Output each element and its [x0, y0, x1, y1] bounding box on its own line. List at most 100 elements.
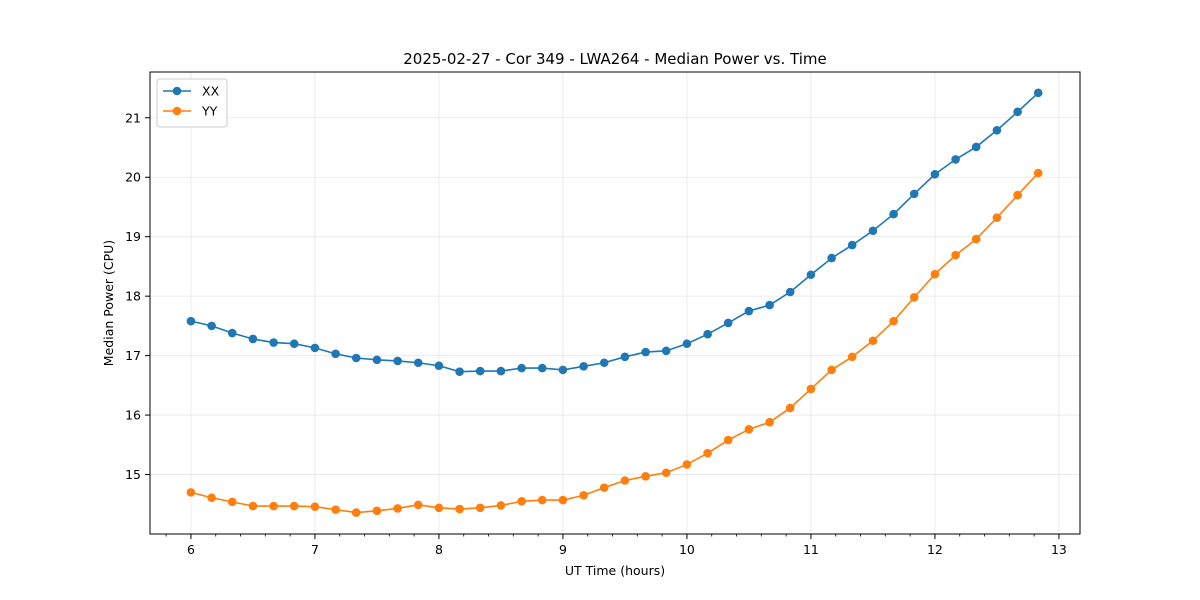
data-point-yy: [971, 234, 981, 244]
data-point-yy: [661, 468, 671, 478]
data-point-yy: [351, 508, 361, 517]
data-point-xx: [496, 366, 506, 376]
data-point-yy: [310, 502, 320, 511]
x-tick-label: 10: [679, 542, 695, 557]
y-tick-label: 18: [125, 289, 141, 304]
data-point-xx: [434, 361, 444, 371]
data-point-xx: [331, 349, 340, 359]
data-point-yy: [785, 403, 795, 413]
data-point-xx: [372, 355, 382, 365]
data-point-yy: [579, 491, 588, 500]
chart-title: 2025-02-27 - Cor 349 - LWA264 - Median P…: [403, 50, 827, 68]
data-point-xx: [248, 334, 258, 344]
series-yy: [186, 168, 1043, 517]
data-point-yy: [682, 460, 692, 469]
data-point-xx: [703, 329, 712, 339]
legend-marker-yy: [172, 106, 182, 116]
data-point-yy: [1033, 168, 1043, 178]
data-point-yy: [744, 425, 754, 434]
data-point-xx: [806, 270, 816, 280]
data-point-xx: [289, 339, 299, 349]
y-tick-label: 19: [125, 229, 141, 244]
data-point-yy: [703, 448, 712, 458]
data-point-xx: [827, 253, 836, 263]
data-point-xx: [661, 346, 671, 356]
data-point-xx: [785, 287, 795, 297]
x-tick-label: 8: [435, 542, 443, 557]
x-tick-label: 9: [559, 542, 567, 557]
data-point-yy: [248, 501, 258, 511]
data-point-yy: [641, 472, 650, 481]
data-point-xx: [641, 347, 650, 357]
data-point-xx: [227, 328, 237, 338]
data-point-xx: [393, 356, 402, 366]
series-layer: [186, 88, 1043, 517]
data-point-xx: [992, 125, 1002, 135]
data-point-xx: [310, 343, 320, 353]
data-point-xx: [847, 240, 857, 250]
data-point-yy: [186, 488, 196, 497]
data-point-yy: [269, 501, 278, 511]
data-point-xx: [682, 339, 692, 349]
data-point-xx: [413, 358, 423, 368]
data-point-yy: [455, 504, 464, 514]
data-point-xx: [537, 363, 547, 373]
data-point-yy: [227, 497, 237, 507]
data-point-xx: [351, 353, 361, 363]
data-point-yy: [434, 503, 444, 513]
data-point-xx: [1033, 88, 1043, 98]
data-point-xx: [868, 226, 878, 236]
data-point-xx: [475, 366, 485, 376]
x-tick-label: 6: [187, 542, 195, 557]
series-xx: [186, 88, 1043, 376]
grid-lines: [150, 72, 1080, 534]
data-point-xx: [455, 367, 464, 376]
data-point-xx: [517, 363, 526, 373]
data-point-xx: [930, 169, 940, 179]
data-point-yy: [868, 336, 878, 346]
data-point-xx: [971, 142, 981, 152]
data-point-yy: [599, 483, 609, 492]
data-point-xx: [765, 300, 774, 310]
y-tick-label: 20: [125, 170, 141, 185]
data-point-xx: [889, 209, 898, 219]
data-point-yy: [393, 504, 402, 513]
data-point-yy: [930, 269, 940, 279]
data-point-yy: [558, 495, 568, 505]
x-tick-label: 12: [927, 542, 943, 557]
legend-marker-xx: [172, 86, 182, 96]
data-point-xx: [599, 358, 609, 368]
data-point-yy: [765, 417, 774, 427]
data-point-xx: [579, 362, 588, 371]
data-point-yy: [827, 365, 836, 375]
data-point-xx: [207, 321, 216, 331]
data-point-yy: [806, 384, 816, 394]
data-point-yy: [289, 501, 299, 511]
legend-label-yy: YY: [201, 104, 218, 119]
data-point-yy: [413, 500, 423, 510]
data-point-yy: [1013, 190, 1022, 200]
data-point-yy: [331, 505, 340, 514]
data-point-yy: [847, 352, 857, 362]
y-tick-label: 17: [125, 348, 141, 363]
data-point-xx: [951, 155, 960, 164]
x-tick-label: 13: [1051, 542, 1067, 557]
data-point-xx: [744, 306, 754, 316]
x-axis-label: UT Time (hours): [565, 563, 665, 578]
data-point-yy: [372, 506, 382, 516]
y-tick-label: 16: [125, 408, 141, 423]
y-axis-ticks: 15 16 17 18 19 20 21: [125, 110, 150, 482]
y-axis-label: Median Power (CPU): [101, 240, 116, 366]
data-point-xx: [1013, 107, 1022, 117]
y-tick-label: 21: [125, 110, 141, 125]
series-line-xx: [190, 92, 1039, 373]
legend: XX YY: [156, 78, 228, 128]
data-point-yy: [537, 495, 547, 505]
data-point-yy: [723, 435, 733, 445]
x-tick-label: 11: [803, 542, 819, 557]
data-point-yy: [496, 501, 506, 510]
data-point-yy: [475, 503, 485, 513]
data-point-yy: [951, 250, 960, 260]
plot-area-frame: [149, 71, 1081, 535]
x-axis-ticks: 6 7 8 9 10 11 12 13: [165, 534, 1067, 557]
